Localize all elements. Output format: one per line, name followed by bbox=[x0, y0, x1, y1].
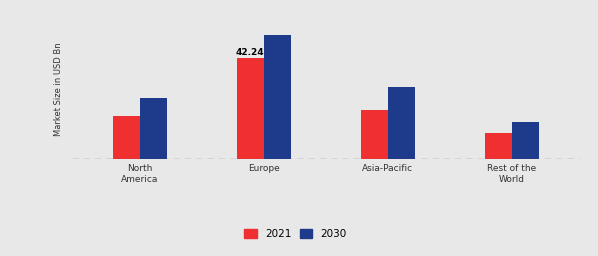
Bar bbox=[264, 35, 291, 159]
Legend: 2021, 2030: 2021, 2030 bbox=[240, 225, 351, 243]
Bar bbox=[237, 58, 264, 159]
Bar bbox=[140, 98, 167, 159]
Bar bbox=[361, 110, 388, 159]
Bar bbox=[112, 116, 140, 159]
Text: 42.24: 42.24 bbox=[236, 48, 264, 57]
Bar bbox=[388, 87, 415, 159]
Bar bbox=[484, 133, 512, 159]
Y-axis label: Market Size in USD Bn: Market Size in USD Bn bbox=[54, 43, 63, 136]
Bar bbox=[512, 122, 539, 159]
